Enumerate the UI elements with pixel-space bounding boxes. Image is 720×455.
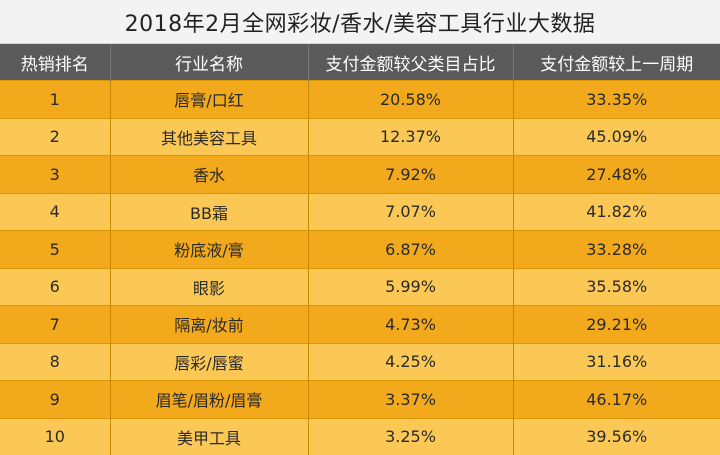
share-cell: 20.58% — [308, 81, 513, 119]
rank-cell: 3 — [0, 156, 110, 194]
category-cell: 眉笔/眉粉/眉膏 — [110, 381, 308, 419]
table-row: 9 眉笔/眉粉/眉膏 3.37% 46.17% — [0, 381, 720, 419]
table-row: 3 香水 7.92% 27.48% — [0, 156, 720, 194]
change-cell: 33.28% — [513, 231, 720, 269]
rank-cell: 6 — [0, 268, 110, 306]
rank-cell: 5 — [0, 231, 110, 269]
share-cell: 3.37% — [308, 381, 513, 419]
table-row: 4 BB霜 7.07% 41.82% — [0, 193, 720, 231]
category-cell: BB霜 — [110, 193, 308, 231]
category-cell: 唇彩/唇蜜 — [110, 343, 308, 381]
header-row: 热销排名 行业名称 支付金额较父类目占比 支付金额较上一周期 — [0, 44, 720, 81]
header-category: 行业名称 — [110, 44, 308, 81]
change-cell: 29.21% — [513, 306, 720, 344]
change-cell: 46.17% — [513, 381, 720, 419]
category-cell: 其他美容工具 — [110, 118, 308, 156]
share-cell: 7.92% — [308, 156, 513, 194]
page-title: 2018年2月全网彩妆/香水/美容工具行业大数据 — [0, 0, 720, 44]
table-row: 10 美甲工具 3.25% 39.56% — [0, 418, 720, 455]
table-row: 2 其他美容工具 12.37% 45.09% — [0, 118, 720, 156]
share-cell: 12.37% — [308, 118, 513, 156]
rank-cell: 7 — [0, 306, 110, 344]
category-cell: 眼影 — [110, 268, 308, 306]
rank-cell: 9 — [0, 381, 110, 419]
rank-cell: 8 — [0, 343, 110, 381]
table-row: 5 粉底液/膏 6.87% 33.28% — [0, 231, 720, 269]
rank-cell: 1 — [0, 81, 110, 119]
rank-cell: 2 — [0, 118, 110, 156]
table-row: 6 眼影 5.99% 35.58% — [0, 268, 720, 306]
header-change: 支付金额较上一周期 — [513, 44, 720, 81]
category-cell: 香水 — [110, 156, 308, 194]
share-cell: 4.25% — [308, 343, 513, 381]
share-cell: 7.07% — [308, 193, 513, 231]
table-row: 7 隔离/妆前 4.73% 29.21% — [0, 306, 720, 344]
share-cell: 5.99% — [308, 268, 513, 306]
header-rank: 热销排名 — [0, 44, 110, 81]
rank-cell: 4 — [0, 193, 110, 231]
share-cell: 6.87% — [308, 231, 513, 269]
category-cell: 粉底液/膏 — [110, 231, 308, 269]
table-body: 1 唇膏/口红 20.58% 33.35% 2 其他美容工具 12.37% 45… — [0, 81, 720, 455]
category-cell: 美甲工具 — [110, 418, 308, 455]
table-header: 热销排名 行业名称 支付金额较父类目占比 支付金额较上一周期 — [0, 44, 720, 81]
change-cell: 33.35% — [513, 81, 720, 119]
table-row: 8 唇彩/唇蜜 4.25% 31.16% — [0, 343, 720, 381]
rank-cell: 10 — [0, 418, 110, 455]
category-cell: 唇膏/口红 — [110, 81, 308, 119]
change-cell: 41.82% — [513, 193, 720, 231]
change-cell: 27.48% — [513, 156, 720, 194]
header-share: 支付金额较父类目占比 — [308, 44, 513, 81]
category-cell: 隔离/妆前 — [110, 306, 308, 344]
share-cell: 4.73% — [308, 306, 513, 344]
change-cell: 45.09% — [513, 118, 720, 156]
ranking-table: 热销排名 行业名称 支付金额较父类目占比 支付金额较上一周期 1 唇膏/口红 2… — [0, 44, 720, 455]
change-cell: 35.58% — [513, 268, 720, 306]
change-cell: 31.16% — [513, 343, 720, 381]
share-cell: 3.25% — [308, 418, 513, 455]
table-row: 1 唇膏/口红 20.58% 33.35% — [0, 81, 720, 119]
change-cell: 39.56% — [513, 418, 720, 455]
